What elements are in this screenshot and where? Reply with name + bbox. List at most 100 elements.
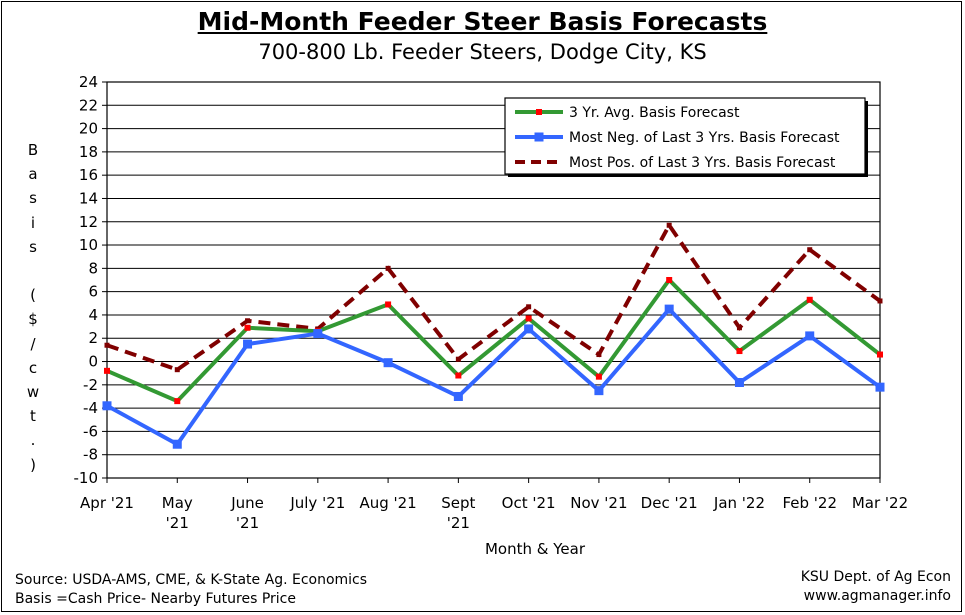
department-credit: KSU Dept. of Ag Econ [800,569,951,585]
data-point [734,377,744,387]
y-tick-label: -4 [83,399,98,417]
x-tick-label: July '21 [289,494,345,512]
data-point [736,325,742,331]
y-tick-label: -6 [83,422,98,440]
data-point [172,439,182,449]
data-point [877,351,883,358]
series-2 [104,221,883,373]
x-tick-label: '21 [447,514,470,532]
x-tick-label: Aug '21 [359,494,416,512]
y-tick-label: 22 [79,96,98,114]
x-tick-label: June [230,494,264,512]
credit-note: KSU Dept. of Ag Econ www.agmanager.info [801,568,951,606]
data-point [455,356,461,362]
data-point [524,324,534,334]
series-line [106,276,882,404]
data-point [595,373,602,380]
data-point [104,342,110,348]
data-point [877,298,883,304]
data-point [525,315,532,322]
data-point [244,324,251,331]
x-tick-label: Jan '22 [713,494,765,512]
data-point [102,401,112,411]
x-tick-label: Oct '21 [502,494,556,512]
y-tick-label: 2 [88,329,98,347]
data-point [453,391,463,401]
data-point [806,296,813,303]
y-tick-label: 20 [79,120,98,138]
data-point [594,386,604,396]
x-tick-label: Sept [441,494,475,512]
x-tick-label: '21 [236,514,259,532]
y-tick-label: -2 [83,376,98,394]
basis-definition: Basis =Cash Price- Nearby Futures Price [15,591,296,607]
y-axis-label-char: $ [28,310,38,329]
x-tick-label: May [162,494,193,512]
series-line [106,221,882,372]
y-axis-label-char: t [30,407,36,426]
legend-label: Most Pos. of Last 3 Yrs. Basis Forecast [569,155,836,171]
source-note: Source: USDA-AMS, CME, & K-State Ag. Eco… [15,571,367,609]
data-point [805,331,815,341]
y-tick-label: 0 [88,353,98,371]
legend-label: Most Neg. of Last 3 Yrs. Basis Forecast [569,130,840,146]
data-point [875,382,885,392]
data-point [596,352,602,358]
y-tick-label: 24 [79,73,98,91]
data-point [245,318,251,324]
legend-box [504,97,866,175]
data-point [664,304,674,314]
x-tick-label: Feb '22 [782,494,837,512]
y-tick-label: -8 [83,446,98,464]
data-point [666,277,673,283]
x-tick-label: Nov '21 [570,494,627,512]
chart-title: Mid-Month Feeder Steer Basis Forecasts [197,7,768,36]
data-point [807,247,813,253]
data-point [385,301,392,308]
x-tick-label: '21 [166,514,189,532]
source-line: Source: USDA-AMS, CME, & K-State Ag. Eco… [15,572,368,588]
y-tick-label: 12 [79,213,98,231]
y-tick-label: 18 [79,143,98,161]
x-tick-label: Apr '21 [80,494,134,512]
y-axis-label-char: . [30,431,36,450]
series-line [106,306,882,447]
legend-marker [536,109,542,115]
data-point [526,304,532,310]
data-point [174,367,180,373]
y-axis-label-char: c [28,358,38,377]
data-point [383,358,393,368]
y-tick-label: 16 [79,166,98,184]
legend-label: 3 Yr. Avg. Basis Forecast [569,105,740,121]
series-1 [102,304,885,449]
y-axis-label-char: ) [30,455,36,474]
y-axis-label-char: ( [30,286,36,305]
data-point [243,339,253,349]
y-tick-label: 8 [88,259,98,277]
y-axis-label-char: / [30,334,36,353]
data-point [666,222,672,228]
legend-marker [534,132,544,142]
y-tick-label: 14 [79,189,98,207]
data-point [313,329,323,339]
data-point [455,372,462,379]
data-point [736,348,743,355]
data-point [385,265,391,271]
y-tick-label: -10 [74,469,99,487]
website-link[interactable]: www.agmanager.info [803,588,951,604]
data-point [104,367,110,374]
chart-subtitle: 700-800 Lb. Feeder Steers, Dodge City, K… [258,40,707,64]
y-axis-label-char: a [28,165,38,184]
y-tick-label: 10 [79,236,98,254]
x-tick-label: Mar '22 [852,494,908,512]
y-axis-label-char: B [27,141,39,159]
y-axis-label-char: s [29,237,37,256]
y-tick-label: 6 [88,283,98,301]
y-axis-label-char: s [29,189,37,208]
y-axis-label-char: w [26,383,40,402]
x-axis-label: Month & Year [484,540,585,558]
x-tick-label: Dec '21 [641,494,698,512]
